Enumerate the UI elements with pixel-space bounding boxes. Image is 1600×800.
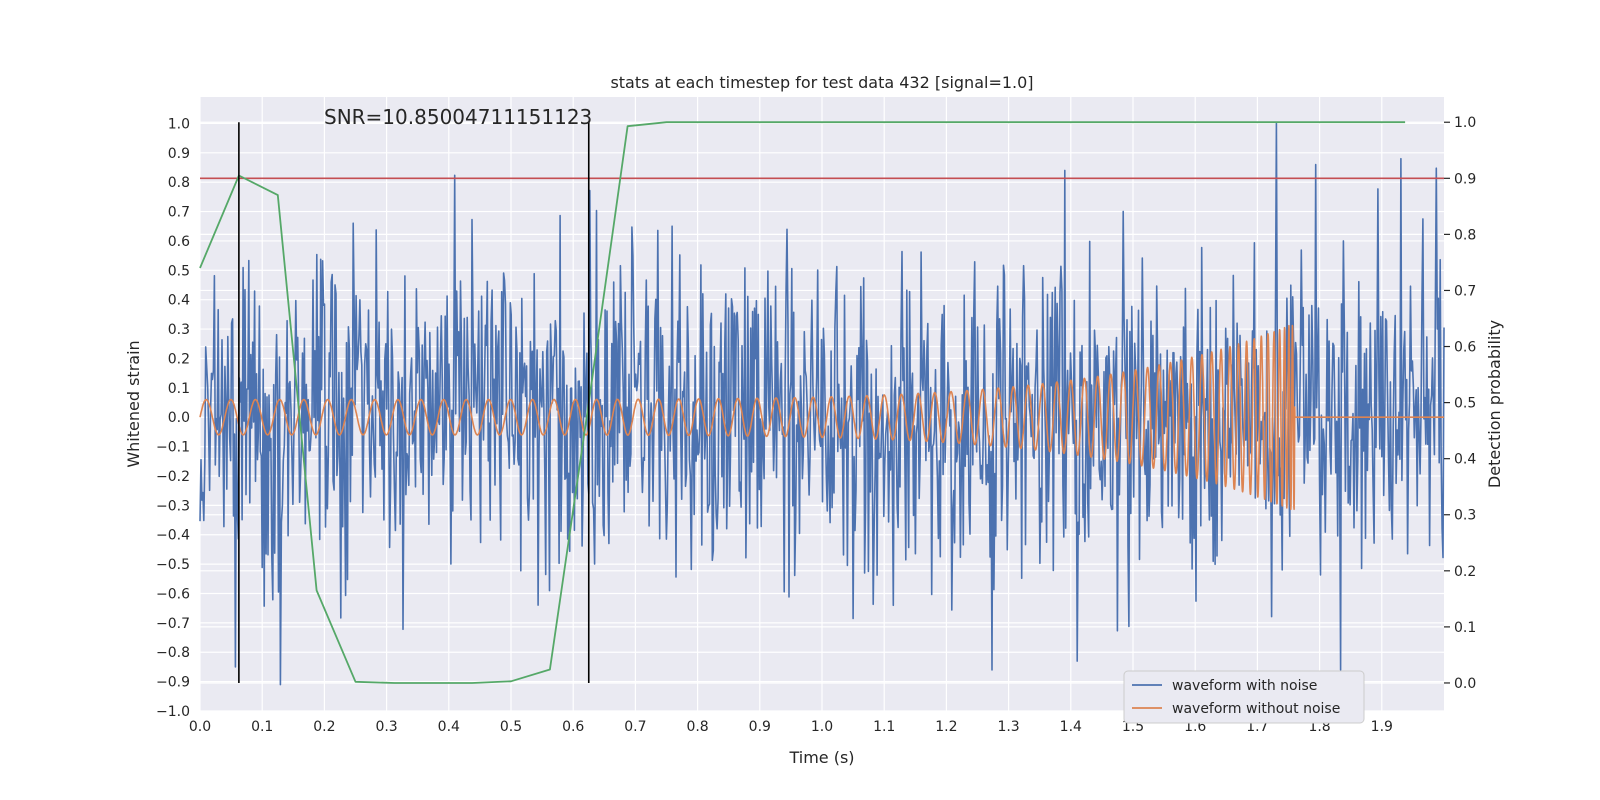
legend: waveform with noise waveform without noi… <box>1123 670 1365 724</box>
y-tick-label: 0.0 <box>168 410 190 426</box>
x-tick-label: 0.1 <box>251 719 273 735</box>
y-tick-label: −0.9 <box>156 675 190 691</box>
y-tick-label: −0.6 <box>156 586 190 602</box>
y-axis-label-right: Detection probability <box>1485 320 1504 488</box>
y-tick-label: 0.8 <box>168 175 190 191</box>
series-layer <box>199 122 1445 686</box>
x-tick-label: 1.3 <box>997 719 1019 735</box>
series-waveform-without-noise <box>199 324 1445 511</box>
y-tick-label: 0.7 <box>168 205 190 221</box>
x-tick-label: 1.2 <box>935 719 957 735</box>
y-tick-label: 0.5 <box>168 263 190 279</box>
x-tick-label: 0.9 <box>749 719 771 735</box>
y-tick-label: −0.4 <box>156 528 190 544</box>
y-tick-label: −0.7 <box>156 616 190 632</box>
y-tick-label: 0.4 <box>168 293 190 309</box>
snr-annotation: SNR=10.85004711151123 <box>324 105 592 129</box>
x-tick-label: 0.3 <box>375 719 397 735</box>
chart-title: stats at each timestep for test data 432… <box>610 73 1033 92</box>
y-right-tick-label: 0.8 <box>1454 227 1476 243</box>
legend-entry-noisy: waveform with noise <box>1172 678 1317 694</box>
series-detection-probability <box>199 121 1406 684</box>
x-tick-label: 0.6 <box>562 719 584 735</box>
x-ticks: 0.0 0.1 0.2 0.3 0.4 0.5 0.6 0.7 0.8 0.9 1.0 1.1 1.2 1… <box>189 719 1393 735</box>
y-ticks-right: 1.0 0.9 0.8 0.7 0.6 0.5 0.4 0.3 0.2 0.1 0.0 <box>1444 115 1476 692</box>
y-tick-label: −0.2 <box>156 469 190 485</box>
y-tick-label: −0.8 <box>156 645 190 661</box>
legend-box <box>1123 670 1365 724</box>
y-right-tick-label: 0.9 <box>1454 171 1476 187</box>
x-tick-label: 0.7 <box>624 719 646 735</box>
y-tick-label: 0.3 <box>168 322 190 338</box>
y-ticks-left: 1.0 0.9 0.8 0.7 0.6 0.5 0.4 0.3 0.2 0.1 0.0 −0.1 −0.… <box>156 116 190 720</box>
y-tick-label: −0.3 <box>156 498 190 514</box>
x-tick-label: 1.9 <box>1371 719 1393 735</box>
x-tick-label: 1.1 <box>873 719 895 735</box>
x-axis-label: Time (s) <box>788 748 854 767</box>
legend-entry-clean: waveform without noise <box>1172 701 1340 717</box>
x-tick-label: 1.4 <box>1060 719 1082 735</box>
y-tick-label: 0.2 <box>168 351 190 367</box>
y-right-tick-label: 0.5 <box>1454 396 1476 412</box>
y-right-tick-label: 1.0 <box>1454 115 1476 131</box>
y-right-tick-label: 0.1 <box>1454 620 1476 636</box>
y-tick-label: 0.1 <box>168 381 190 397</box>
y-right-tick-label: 0.0 <box>1454 676 1476 692</box>
y-tick-label: 0.6 <box>168 234 190 250</box>
y-right-tick-label: 0.7 <box>1454 283 1476 299</box>
y-tick-label: −0.5 <box>156 557 190 573</box>
x-tick-label: 0.4 <box>438 719 460 735</box>
x-tick-label: 0.2 <box>313 719 335 735</box>
y-axis-label: Whitened strain <box>124 340 143 467</box>
x-tick-label: 0.5 <box>500 719 522 735</box>
y-right-tick-label: 0.3 <box>1454 508 1476 524</box>
y-tick-label: 1.0 <box>168 116 190 132</box>
overlay-layer <box>199 121 1444 684</box>
x-tick-label: 0.0 <box>189 719 211 735</box>
y-tick-label: −0.1 <box>156 440 190 456</box>
y-right-tick-label: 0.2 <box>1454 564 1476 580</box>
y-tick-label: −1.0 <box>156 704 190 720</box>
x-tick-label: 0.8 <box>686 719 708 735</box>
y-right-tick-label: 0.4 <box>1454 452 1476 468</box>
x-tick-label: 1.0 <box>811 719 833 735</box>
y-right-tick-label: 0.6 <box>1454 340 1476 356</box>
y-tick-label: 0.9 <box>168 146 190 162</box>
